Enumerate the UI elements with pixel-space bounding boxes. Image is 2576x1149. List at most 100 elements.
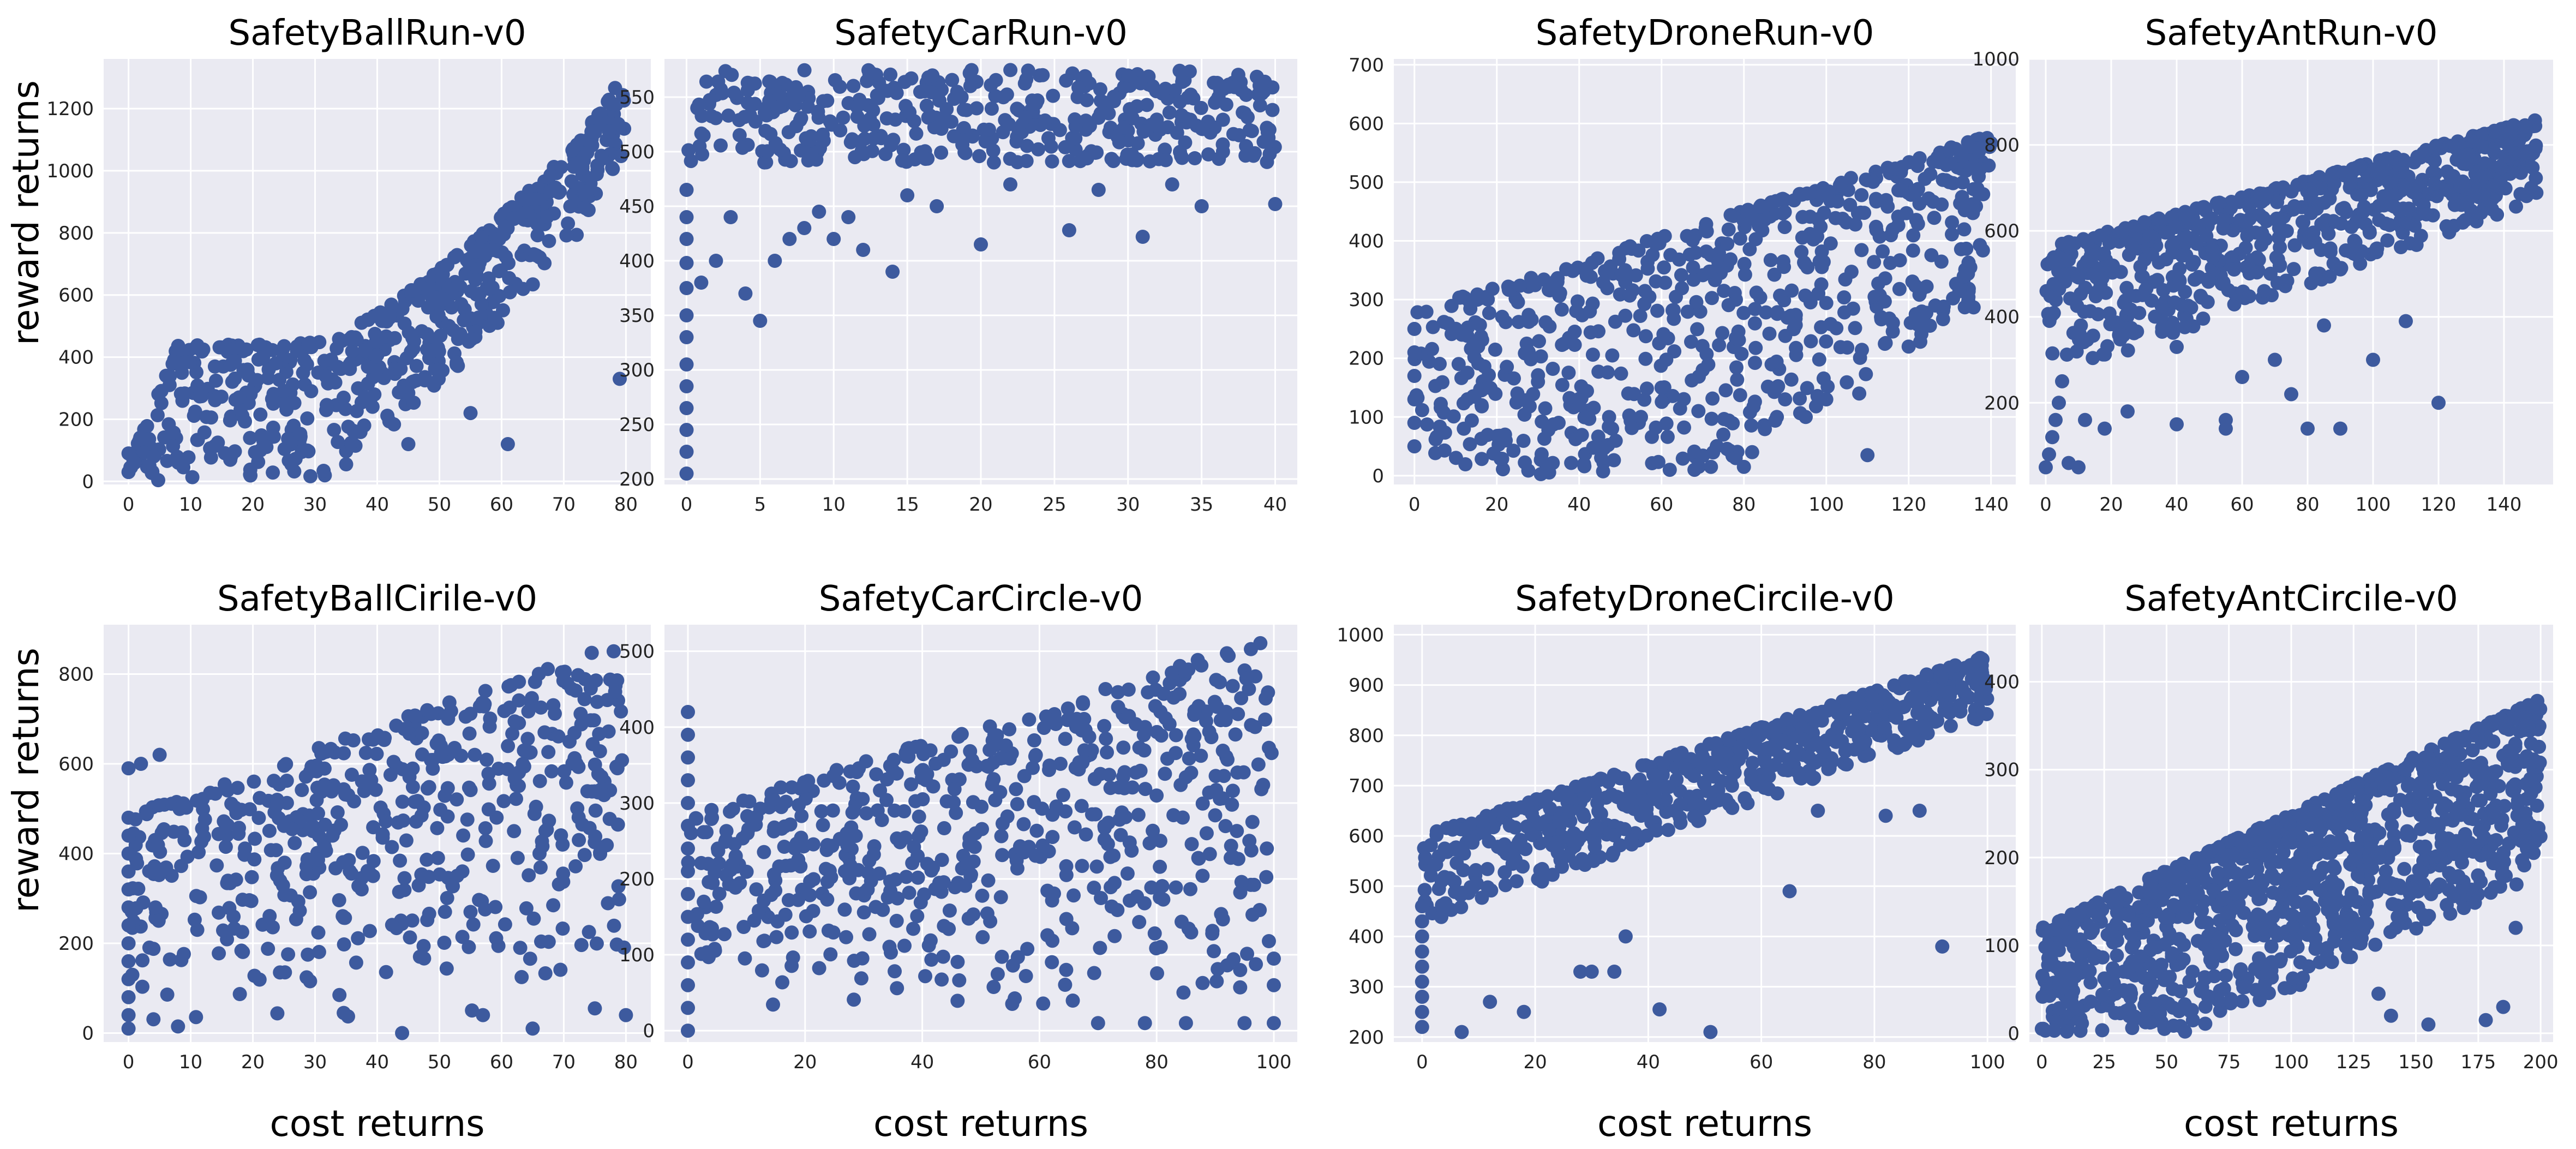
data-point (1267, 1016, 1281, 1030)
y-tick-label: 600 (1984, 220, 2020, 242)
data-point (680, 308, 694, 322)
data-point (2349, 235, 2363, 249)
data-point (1880, 200, 1895, 214)
data-point (1105, 152, 1119, 166)
data-point (726, 802, 740, 816)
x-tick-label: 60 (490, 494, 513, 516)
data-point (1465, 835, 1479, 849)
data-point (513, 941, 528, 955)
data-point (908, 794, 922, 809)
data-point (856, 147, 871, 161)
data-point (492, 264, 506, 278)
data-point (860, 74, 874, 88)
data-point (2175, 249, 2189, 263)
data-point (1010, 797, 1025, 811)
data-point (2045, 346, 2059, 361)
data-point (311, 853, 325, 867)
data-point (735, 141, 750, 155)
data-point (1009, 782, 1023, 796)
data-point (1723, 733, 1737, 747)
data-point (2170, 340, 2184, 354)
data-point (589, 804, 603, 818)
data-point (1428, 446, 1442, 460)
data-point (392, 385, 406, 399)
x-tick-label: 40 (2165, 494, 2188, 516)
data-point (316, 464, 331, 478)
data-point (537, 256, 552, 271)
data-point (1584, 325, 1598, 339)
data-point (2370, 173, 2385, 187)
data-point (820, 94, 834, 108)
x-tick-label: 20 (2099, 494, 2123, 516)
data-point (806, 837, 820, 852)
data-point (1737, 460, 1751, 474)
data-point (1639, 329, 1653, 343)
data-point (420, 703, 434, 717)
data-point (1852, 386, 1866, 400)
data-point (1844, 265, 1859, 279)
data-point (1734, 347, 1748, 361)
data-point (1265, 746, 1279, 760)
data-point (1237, 1016, 1251, 1030)
y-tick-label: 900 (1349, 675, 1384, 697)
data-point (590, 167, 604, 181)
data-point (382, 309, 397, 323)
data-point (514, 970, 529, 984)
x-tick-label: 60 (1028, 1051, 1051, 1073)
x-tick-label: 80 (614, 1051, 638, 1073)
data-point (1652, 1002, 1667, 1016)
data-point (234, 803, 248, 817)
data-point (1941, 685, 1955, 699)
data-point (1059, 963, 1073, 977)
data-point (936, 950, 950, 964)
data-point (1675, 281, 1689, 295)
data-point (233, 987, 247, 1001)
data-point (837, 902, 852, 917)
y-tick-label: 200 (619, 869, 655, 890)
data-point (464, 905, 478, 919)
data-point (946, 795, 961, 810)
data-point (2196, 312, 2210, 326)
data-point (1619, 929, 1633, 943)
data-point (741, 96, 755, 110)
data-point (1407, 416, 1422, 430)
data-point (478, 902, 492, 917)
data-point (2337, 166, 2351, 180)
data-point (948, 880, 962, 894)
data-point (566, 142, 580, 156)
data-point (880, 111, 894, 125)
data-point (1691, 404, 1705, 418)
x-tick-label: 80 (614, 494, 638, 516)
data-point (553, 963, 567, 977)
data-point (1101, 106, 1116, 121)
data-point (153, 748, 167, 762)
data-point (2080, 236, 2094, 250)
data-point (433, 328, 447, 343)
y-tick-label: 200 (1349, 348, 1384, 370)
data-point (245, 870, 259, 884)
data-point (287, 836, 302, 850)
data-point (341, 788, 355, 802)
data-point (2410, 238, 2424, 252)
data-point (1770, 410, 1784, 424)
data-point (1094, 891, 1108, 905)
data-point (975, 889, 990, 903)
data-point (2284, 387, 2298, 402)
data-point (1045, 830, 1059, 844)
x-tick-label: 140 (1973, 494, 2009, 516)
data-point (343, 357, 357, 372)
data-point (2188, 273, 2202, 287)
data-point (1256, 135, 1271, 149)
data-point (572, 810, 586, 824)
data-point (1705, 392, 1720, 406)
data-point (2466, 135, 2480, 149)
y-tick-label: 300 (1349, 977, 1384, 998)
data-point (198, 812, 212, 827)
data-point (576, 161, 590, 175)
data-point (486, 859, 500, 873)
data-point (1415, 974, 1429, 989)
data-point (1046, 89, 1060, 103)
data-point (1732, 333, 1746, 347)
data-point (1449, 451, 1463, 465)
